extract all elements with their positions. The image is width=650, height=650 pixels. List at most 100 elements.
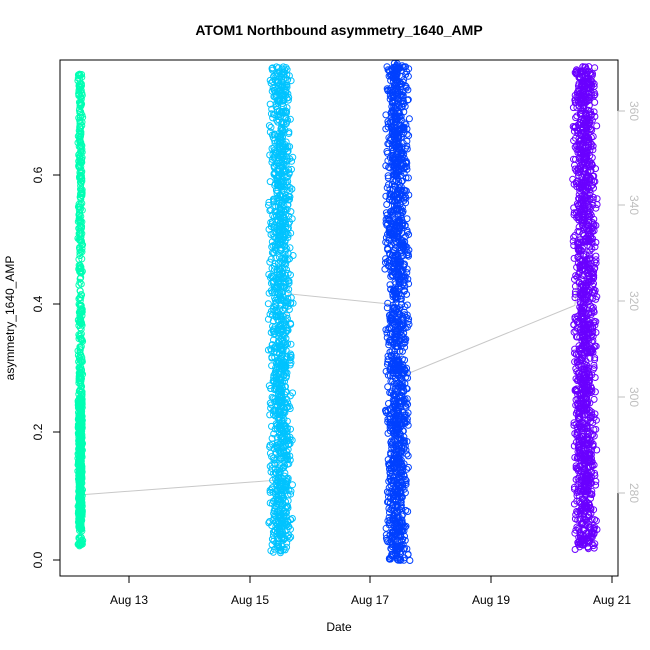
data-point — [396, 310, 403, 318]
data-point — [77, 396, 85, 404]
data-point — [277, 448, 285, 456]
data-point — [586, 406, 594, 414]
data-point — [75, 212, 83, 220]
data-point — [401, 272, 409, 280]
data-point — [592, 256, 600, 264]
data-point — [392, 115, 400, 123]
data-point — [274, 275, 282, 283]
data-point — [573, 492, 581, 500]
data-point — [581, 320, 589, 328]
data-point — [75, 230, 83, 238]
data-point — [277, 169, 285, 177]
data-point — [288, 515, 296, 522]
data-point — [577, 510, 585, 518]
data-point — [75, 425, 83, 433]
data-point — [77, 503, 85, 511]
data-point — [586, 195, 594, 202]
data-point — [274, 486, 282, 494]
data-point — [394, 294, 402, 302]
data-point — [284, 504, 292, 512]
data-point — [588, 384, 596, 392]
data-point — [278, 523, 286, 530]
data-point — [587, 163, 595, 171]
data-point — [587, 265, 594, 273]
data-point — [390, 477, 397, 484]
data-point — [578, 354, 586, 362]
data-point — [582, 536, 590, 544]
data-point — [578, 419, 586, 427]
data-point — [386, 475, 394, 483]
data-point — [279, 133, 287, 141]
data-point — [269, 411, 277, 418]
data-point — [575, 436, 583, 444]
data-point — [574, 212, 582, 220]
data-point — [383, 63, 391, 71]
data-point — [586, 504, 594, 512]
data-point — [278, 465, 286, 472]
data-point — [405, 252, 412, 260]
data-point — [394, 250, 402, 258]
data-point — [387, 545, 395, 552]
data-point — [397, 249, 405, 257]
data-point — [583, 398, 591, 406]
data-point — [591, 472, 599, 479]
data-point — [392, 130, 400, 138]
data-point — [390, 139, 398, 147]
data-point — [584, 430, 592, 438]
data-point — [402, 335, 410, 343]
data-point — [592, 517, 600, 525]
data-point — [270, 170, 278, 178]
data-point — [278, 328, 285, 336]
data-point — [579, 118, 587, 126]
data-point — [585, 372, 593, 379]
data-point — [270, 73, 277, 80]
data-point — [593, 446, 601, 454]
data-point — [267, 110, 275, 118]
data-point — [578, 90, 586, 98]
data-point — [277, 342, 285, 350]
data-point — [574, 361, 582, 369]
data-point — [286, 356, 294, 364]
data-point — [276, 322, 283, 330]
data-point — [287, 77, 295, 85]
data-point — [265, 122, 273, 130]
data-point — [586, 247, 594, 255]
data-point — [395, 193, 403, 201]
data-point — [76, 152, 84, 160]
data-point — [288, 165, 295, 173]
y2-tick-label: 300 — [627, 387, 641, 407]
data-point — [396, 276, 404, 284]
data-point — [403, 545, 411, 553]
data-point — [591, 98, 599, 106]
data-point — [569, 175, 577, 183]
data-point — [586, 213, 594, 220]
data-point — [404, 550, 412, 558]
data-point — [391, 491, 399, 499]
data-point — [276, 266, 284, 274]
data-point — [391, 159, 399, 167]
data-point — [278, 275, 285, 282]
secondary-line-layer — [80, 67, 596, 496]
data-point — [397, 483, 404, 491]
data-point — [282, 109, 290, 117]
data-point — [573, 66, 580, 74]
data-point — [404, 96, 412, 104]
data-point — [383, 536, 391, 544]
data-point — [277, 193, 285, 201]
data-point — [279, 448, 287, 456]
data-point — [392, 327, 400, 335]
data-point — [78, 308, 86, 316]
data-point — [392, 343, 400, 351]
data-point — [584, 87, 592, 95]
data-point — [77, 124, 84, 132]
data-point — [399, 427, 407, 435]
data-point — [275, 141, 283, 148]
data-point — [403, 215, 411, 223]
data-point — [389, 268, 397, 276]
data-point — [386, 228, 394, 236]
data-point — [281, 126, 289, 134]
data-point — [282, 302, 290, 310]
data-point — [390, 287, 398, 294]
data-point — [388, 347, 396, 355]
data-point — [405, 115, 413, 123]
